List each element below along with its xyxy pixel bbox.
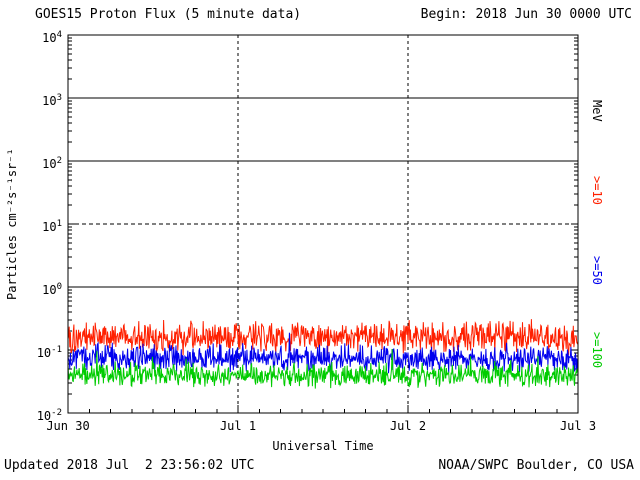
begin-timestamp: Begin: 2018 Jun 30 0000 UTC xyxy=(420,7,632,22)
series-label-ge100: >=100 xyxy=(590,332,604,369)
series-label-ge50: >=50 xyxy=(590,256,604,285)
series-label-ge10: >=10 xyxy=(590,176,604,205)
credit-text: NOAA/SWPC Boulder, CO USA xyxy=(438,458,634,473)
y-tick-label: 104 xyxy=(42,30,62,45)
x-tick-label: Jul 2 xyxy=(389,419,427,433)
y-tick-label: 10-2 xyxy=(36,408,62,423)
series-line-0 xyxy=(67,319,579,356)
y-tick-label: 103 xyxy=(42,93,62,108)
series-line-1 xyxy=(67,332,579,374)
x-tick-label: Jun 30 xyxy=(46,419,90,433)
y-tick-label: 10-1 xyxy=(36,345,62,360)
y-axis-title: Particles cm⁻²s⁻¹sr⁻¹ xyxy=(5,148,19,300)
x-axis-title: Universal Time xyxy=(272,439,374,453)
unit-label: MeV xyxy=(590,100,604,122)
y-tick-label: 102 xyxy=(42,156,62,171)
y-tick-label: 101 xyxy=(42,219,62,234)
series-line-2 xyxy=(67,348,579,389)
updated-timestamp: Updated 2018 Jul 2 23:56:02 UTC xyxy=(4,458,255,473)
page-title: GOES15 Proton Flux (5 minute data) xyxy=(35,7,302,22)
y-tick-label: 100 xyxy=(42,282,62,297)
x-tick-label: Jul 3 xyxy=(559,419,597,433)
grid-and-ticks xyxy=(68,35,578,413)
plot-frame xyxy=(67,34,579,414)
x-tick-label: Jul 1 xyxy=(219,419,257,433)
